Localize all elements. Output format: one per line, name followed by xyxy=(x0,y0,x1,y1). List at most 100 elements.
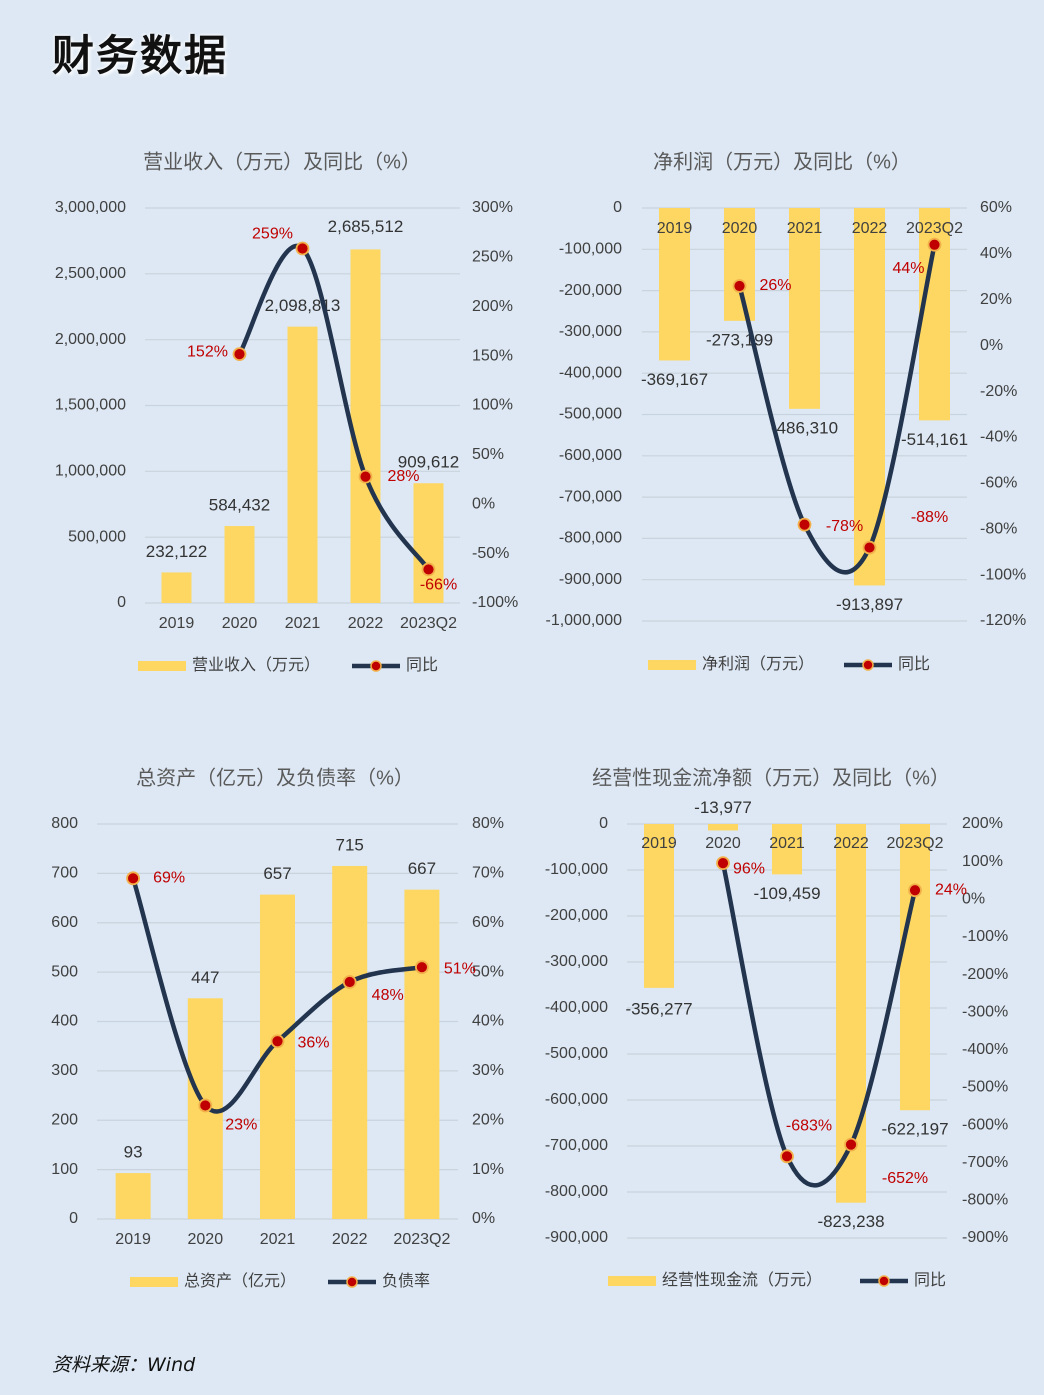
y-left-tick: -300,000 xyxy=(559,323,622,340)
y-left-tick: 500 xyxy=(51,963,78,980)
y-right-tick: -400% xyxy=(962,1041,1008,1058)
y-right-tick: -50% xyxy=(472,545,509,562)
y-left-tick: 800 xyxy=(51,815,78,832)
line-marker xyxy=(908,883,922,898)
y-left-tick: 2,000,000 xyxy=(55,331,126,348)
x-tick-label: 2021 xyxy=(769,835,805,852)
line-value-label: 51% xyxy=(444,960,476,977)
bar-value-label: 667 xyxy=(408,859,436,878)
y-left-tick: 600 xyxy=(51,914,78,931)
bar-value-label: -356,277 xyxy=(625,999,692,1018)
y-right-tick: -300% xyxy=(962,1003,1008,1020)
y-left-tick: 300 xyxy=(51,1062,78,1079)
line-marker xyxy=(342,975,357,989)
y-left-tick: 500,000 xyxy=(68,528,126,545)
y-right-tick: 200% xyxy=(472,298,513,315)
y-left-tick: 3,000,000 xyxy=(55,199,126,216)
line-value-label: -652% xyxy=(882,1170,928,1187)
y-right-tick: 40% xyxy=(980,245,1012,262)
line-marker xyxy=(797,517,812,532)
bar xyxy=(350,249,381,603)
legend-bar-swatch xyxy=(608,1276,656,1286)
bar xyxy=(708,824,738,831)
y-left-tick: -900,000 xyxy=(545,1229,608,1246)
line-series xyxy=(237,243,431,572)
bar xyxy=(287,326,318,603)
x-tick-label: 2022 xyxy=(332,1231,368,1248)
line-marker xyxy=(358,469,373,484)
bar xyxy=(404,889,440,1219)
legend-line-label: 同比 xyxy=(406,656,438,674)
y-left-tick: -600,000 xyxy=(559,447,622,464)
bar xyxy=(224,526,255,603)
bar xyxy=(900,824,930,1111)
y-right-tick: -60% xyxy=(980,475,1017,492)
bar-value-label: 584,432 xyxy=(209,496,270,515)
y-left-tick: -900,000 xyxy=(559,571,622,588)
line-value-label: 96% xyxy=(733,860,765,877)
chart-4: 经营性现金流净额（万元）及同比（%） -900,000 -800,000 -700,0… xyxy=(545,766,1008,1289)
line-marker xyxy=(716,856,730,871)
line-value-label: 24% xyxy=(935,881,967,898)
y-left-tick: -500,000 xyxy=(559,406,622,423)
legend-bar-swatch xyxy=(138,661,186,671)
x-tick-label: 2020 xyxy=(188,1231,224,1248)
chart-3: 总资产（亿元）及负债率（%） 0 100 200 300 400 500 600 700 800 0… xyxy=(51,766,504,1290)
y-left-tick: -1,000,000 xyxy=(545,612,622,629)
y-left-tick: 0 xyxy=(117,594,126,611)
bar-value-label: 2,685,512 xyxy=(328,217,404,236)
y-left-tick: -200,000 xyxy=(559,282,622,299)
line-marker xyxy=(780,1149,794,1164)
y-right-tick: 40% xyxy=(472,1013,504,1030)
y-left-tick: -400,000 xyxy=(559,364,622,381)
line-marker xyxy=(232,347,247,362)
line-marker xyxy=(421,562,436,577)
bar xyxy=(413,483,444,603)
line-value-label: 69% xyxy=(153,870,185,887)
y-left-tick: 400 xyxy=(51,1013,78,1030)
legend-line-marker xyxy=(862,659,874,671)
x-tick-label: 2021 xyxy=(260,1231,296,1248)
bar-value-label: 2,098,813 xyxy=(265,296,341,315)
y-right-tick: -100% xyxy=(980,566,1026,583)
y-right-tick: -100% xyxy=(962,928,1008,945)
line-value-label: -78% xyxy=(826,518,863,535)
line-marker xyxy=(732,279,747,293)
y-right-tick: 50% xyxy=(472,446,504,463)
y-left-tick: 700 xyxy=(51,865,78,882)
bar-value-label: -913,897 xyxy=(836,595,903,614)
y-left-tick: 1,500,000 xyxy=(55,397,126,414)
bar xyxy=(724,208,755,321)
legend-bar-swatch xyxy=(648,660,696,670)
x-tick-label: 2023Q2 xyxy=(393,1231,450,1248)
line-value-label: -88% xyxy=(911,509,948,526)
line-marker xyxy=(126,871,141,886)
legend-line-label: 负债率 xyxy=(382,1272,430,1290)
y-right-tick: 60% xyxy=(472,914,504,931)
bar-value-label: -514,161 xyxy=(901,430,968,449)
line-value-label: -683% xyxy=(786,1118,832,1135)
y-right-tick: 10% xyxy=(472,1161,504,1178)
y-right-tick: 250% xyxy=(472,249,513,266)
x-tick-label: 2019 xyxy=(641,835,677,852)
y-right-tick: 20% xyxy=(472,1111,504,1128)
legend-bar-label: 总资产（亿元） xyxy=(184,1272,296,1290)
chart-title: 总资产（亿元）及负债率（%） xyxy=(136,766,414,789)
y-right-tick: 200% xyxy=(962,815,1003,832)
x-tick-label: 2019 xyxy=(657,220,693,237)
y-right-tick: 100% xyxy=(962,853,1003,870)
y-left-tick: 200 xyxy=(51,1111,78,1128)
legend-bar-label: 净利润（万元） xyxy=(702,655,814,673)
line-value-label: 36% xyxy=(297,1034,329,1051)
y-left-tick: 1,000,000 xyxy=(55,463,126,480)
y-right-tick: 50% xyxy=(472,963,504,980)
line-marker xyxy=(844,1137,858,1152)
line-value-label: 48% xyxy=(372,987,404,1004)
y-right-tick: 70% xyxy=(472,865,504,882)
line-series xyxy=(130,876,425,1114)
x-tick-label: 2023Q2 xyxy=(906,220,963,237)
y-right-tick: 300% xyxy=(472,199,513,216)
x-tick-label: 2020 xyxy=(222,615,258,632)
y-right-tick: 150% xyxy=(472,347,513,364)
